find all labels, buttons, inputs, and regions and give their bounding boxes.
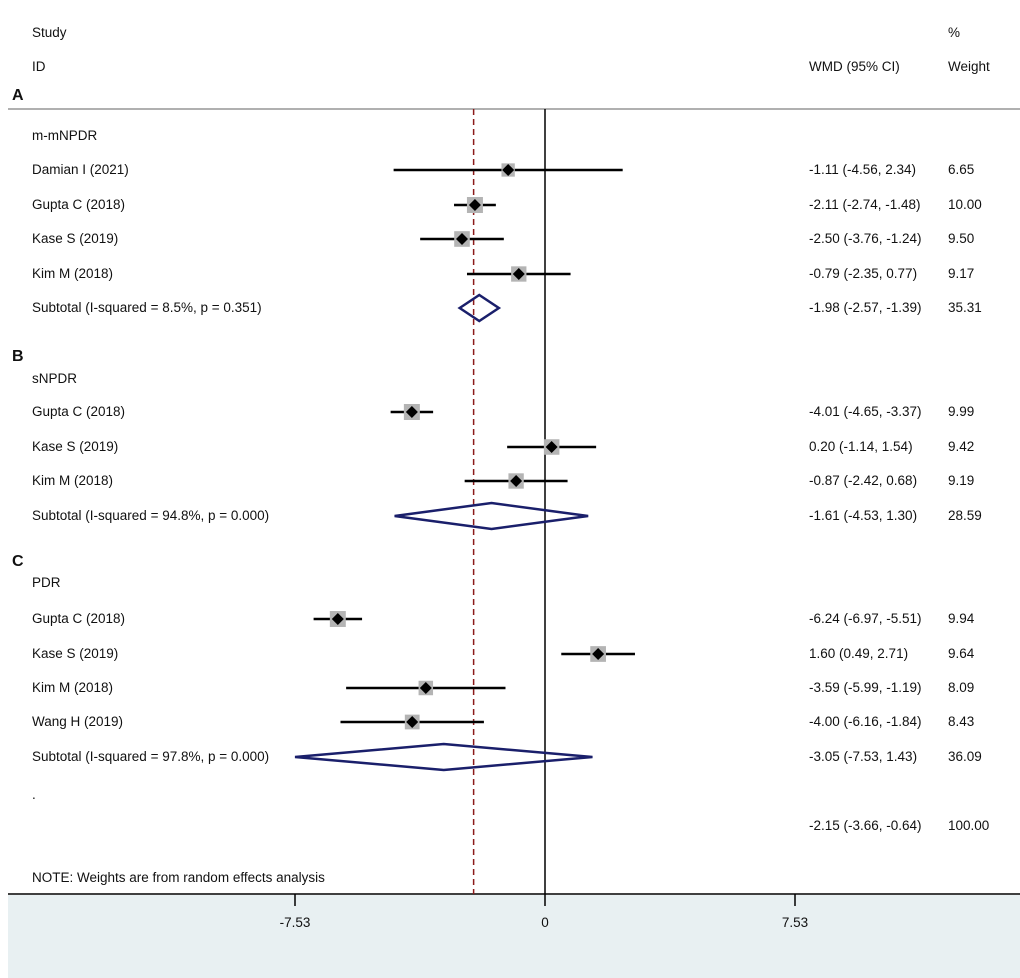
subtotal-ci-value: -1.98 (-2.57, -1.39) bbox=[809, 300, 922, 315]
study-label: Kim M (2018) bbox=[32, 680, 114, 695]
section-letter: A bbox=[12, 87, 24, 104]
point-estimate-marker bbox=[331, 613, 344, 625]
study-ci-value: 1.60 (0.49, 2.71) bbox=[809, 646, 909, 661]
study-ci-value: -3.59 (-5.99, -1.19) bbox=[809, 680, 922, 695]
overall-ci-value: -2.15 (-3.66, -0.64) bbox=[809, 818, 922, 833]
study-weight: 9.94 bbox=[948, 611, 975, 626]
overall-weight: 100.00 bbox=[948, 818, 990, 833]
point-estimate-marker bbox=[502, 164, 515, 176]
study-label: Gupta C (2018) bbox=[32, 404, 126, 419]
weight-header: Weight bbox=[948, 59, 990, 74]
weights-note: NOTE: Weights are from random effects an… bbox=[32, 870, 325, 885]
point-estimate-marker bbox=[592, 648, 605, 660]
effect-header: WMD (95% CI) bbox=[809, 59, 900, 74]
study-weight: 9.99 bbox=[948, 404, 975, 419]
subtotal-label: Subtotal (I-squared = 94.8%, p = 0.000) bbox=[32, 508, 270, 523]
point-estimate-marker bbox=[419, 682, 432, 694]
point-estimate-marker bbox=[455, 233, 468, 245]
study-header: Study bbox=[32, 25, 67, 40]
group-name: sNPDR bbox=[32, 371, 78, 386]
study-weight: 9.42 bbox=[948, 439, 975, 454]
x-tick-label: 7.53 bbox=[781, 915, 809, 930]
study-ci-value: -2.50 (-3.76, -1.24) bbox=[809, 231, 922, 246]
point-estimate-marker bbox=[405, 406, 418, 418]
subtotal-ci-value: -3.05 (-7.53, 1.43) bbox=[809, 749, 918, 764]
point-estimate-marker bbox=[545, 441, 558, 453]
section-letter: C bbox=[12, 553, 24, 570]
axis-band bbox=[8, 895, 1020, 978]
study-weight: 9.50 bbox=[948, 231, 975, 246]
study-weight: 9.64 bbox=[948, 646, 975, 661]
study-label: Wang H (2019) bbox=[32, 714, 124, 729]
subtotal-label: Subtotal (I-squared = 97.8%, p = 0.000) bbox=[32, 749, 270, 764]
id-header: ID bbox=[32, 59, 46, 74]
group-name: PDR bbox=[32, 575, 61, 590]
study-ci-value: -4.00 (-6.16, -1.84) bbox=[809, 714, 922, 729]
study-label: Damian I (2021) bbox=[32, 162, 129, 177]
subtotal-diamond bbox=[294, 742, 593, 772]
section-letter: B bbox=[12, 348, 24, 365]
study-ci-value: 0.20 (-1.14, 1.54) bbox=[809, 439, 913, 454]
subtotal-weight: 35.31 bbox=[948, 300, 982, 315]
subtotal-label: Subtotal (I-squared = 8.5%, p = 0.351) bbox=[32, 300, 262, 315]
study-weight: 8.43 bbox=[948, 714, 975, 729]
point-estimate-marker bbox=[406, 716, 419, 728]
study-weight: 8.09 bbox=[948, 680, 975, 695]
study-label: Kase S (2019) bbox=[32, 439, 119, 454]
point-estimate-marker bbox=[512, 268, 525, 280]
subtotal-diamond bbox=[394, 501, 589, 531]
study-label: Gupta C (2018) bbox=[32, 197, 126, 212]
study-ci-value: -0.87 (-2.42, 0.68) bbox=[809, 473, 918, 488]
subtotal-diamond bbox=[457, 293, 502, 323]
study-ci-value: -2.11 (-2.74, -1.48) bbox=[809, 197, 921, 212]
study-label: Kim M (2018) bbox=[32, 473, 114, 488]
study-ci-value: -4.01 (-4.65, -3.37) bbox=[809, 404, 922, 419]
point-estimate-marker bbox=[468, 199, 481, 211]
study-weight: 6.65 bbox=[948, 162, 975, 177]
study-ci-value: -1.11 (-4.56, 2.34) bbox=[809, 162, 917, 177]
subtotal-weight: 36.09 bbox=[948, 749, 982, 764]
study-weight: 10.00 bbox=[948, 197, 982, 212]
study-weight: 9.19 bbox=[948, 473, 975, 488]
study-label: Kase S (2019) bbox=[32, 646, 119, 661]
study-label: Kim M (2018) bbox=[32, 266, 114, 281]
subtotal-weight: 28.59 bbox=[948, 508, 982, 523]
study-weight: 9.17 bbox=[948, 266, 975, 281]
study-ci-value: -6.24 (-6.97, -5.51) bbox=[809, 611, 922, 626]
percent-header: % bbox=[948, 25, 961, 40]
x-tick-label: -7.53 bbox=[279, 915, 311, 930]
x-tick-label: 0 bbox=[541, 915, 549, 930]
point-estimate-marker bbox=[510, 475, 523, 487]
group-name: m-mNPDR bbox=[32, 128, 98, 143]
study-label: Gupta C (2018) bbox=[32, 611, 126, 626]
study-label: Kase S (2019) bbox=[32, 231, 119, 246]
study-ci-value: -0.79 (-2.35, 0.77) bbox=[809, 266, 918, 281]
subtotal-ci-value: -1.61 (-4.53, 1.30) bbox=[809, 508, 918, 523]
placeholder-dot: . bbox=[32, 787, 36, 802]
